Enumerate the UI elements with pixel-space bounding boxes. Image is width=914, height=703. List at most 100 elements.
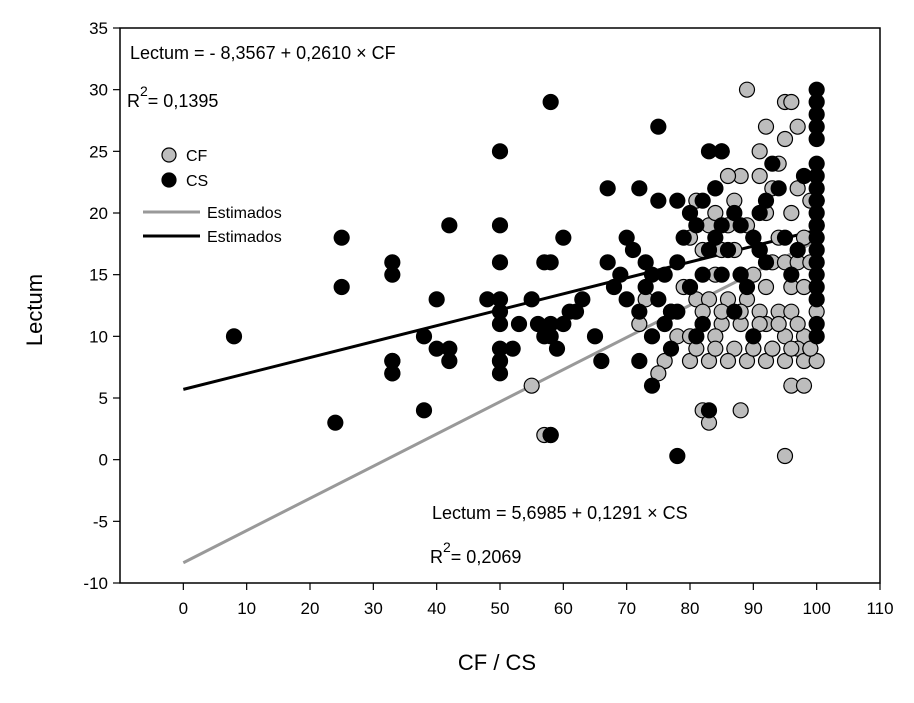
- cs-point: [669, 303, 686, 320]
- x-tick-label: 110: [866, 599, 893, 618]
- cf-point: [783, 204, 800, 222]
- cs-point: [441, 217, 458, 234]
- cs-point: [681, 278, 699, 296]
- cf-point: [776, 447, 794, 465]
- x-tick-label: 40: [427, 599, 446, 618]
- cs-point: [789, 241, 806, 259]
- x-tick-label: 80: [681, 599, 700, 618]
- cf-point: [523, 377, 540, 394]
- cs-r-squared: R2= 0,2069: [430, 539, 521, 567]
- y-tick-label: 5: [99, 389, 108, 408]
- legend-cs-label: CS: [186, 173, 208, 190]
- cs-point: [491, 254, 509, 271]
- cs-equation: Lectum = 5,6985 + 0,1291 × CS: [432, 503, 688, 523]
- x-tick-label: 10: [237, 599, 256, 618]
- cs-point: [656, 266, 673, 283]
- cf-point: [751, 143, 768, 160]
- cs-point: [441, 352, 458, 370]
- cs-point: [415, 402, 433, 419]
- x-tick-label: 60: [554, 599, 573, 618]
- cs-point: [643, 328, 661, 345]
- cs-point: [542, 426, 559, 444]
- y-axis-title: Lectum: [22, 274, 47, 346]
- cs-r2-sup: 2: [443, 539, 451, 555]
- cf-point: [738, 81, 756, 98]
- cs-point: [333, 278, 350, 296]
- y-tick-label: 20: [89, 204, 108, 223]
- cs-point: [694, 192, 711, 209]
- cs-point: [713, 266, 730, 283]
- cs-point: [548, 340, 566, 357]
- cs-point: [662, 340, 680, 357]
- x-tick-label: 90: [744, 599, 763, 618]
- cs-point: [491, 217, 509, 234]
- cs-point: [624, 241, 642, 259]
- cs-point: [631, 180, 648, 197]
- x-tick-label: 100: [802, 599, 830, 618]
- x-tick-label: 50: [491, 599, 510, 618]
- x-tick-label: 20: [301, 599, 320, 618]
- cs-point: [694, 266, 711, 283]
- cs-point: [783, 266, 800, 283]
- cs-r2-prefix: R: [430, 547, 443, 567]
- cf-point: [757, 278, 775, 296]
- cs-point: [631, 352, 648, 370]
- cs-point: [808, 217, 825, 234]
- legend: CF CS Estimados Estimados: [143, 147, 282, 246]
- legend-cf-marker: [161, 147, 177, 163]
- y-tick-label: 30: [89, 81, 108, 100]
- x-tick-label: 0: [179, 599, 188, 618]
- cs-point: [618, 291, 635, 308]
- cs-point: [225, 328, 243, 345]
- cs-point: [808, 192, 825, 209]
- cf-point: [776, 130, 794, 148]
- cf-point: [783, 93, 800, 111]
- cs-point: [808, 328, 825, 345]
- x-axis-title: CF / CS: [458, 650, 536, 675]
- cs-point: [612, 266, 629, 283]
- cs-point: [650, 291, 667, 308]
- cf-equation: Lectum = - 8,3567 + 0,2610 × CF: [130, 43, 396, 63]
- axes-group: 0 10 20 30 40 50 60 70 80 90 100 110 -10 -5 0 5 10 15 20 25…: [83, 19, 893, 618]
- cf-point: [770, 315, 787, 333]
- points-group: [225, 81, 825, 465]
- cs-point: [745, 328, 762, 345]
- cs-point: [675, 229, 692, 246]
- cs-point: [574, 291, 591, 308]
- cs-point: [491, 143, 509, 160]
- cf-point: [789, 315, 806, 333]
- cs-point: [764, 155, 781, 172]
- cf-point: [707, 340, 724, 357]
- cs-point: [327, 414, 344, 431]
- cf-point: [719, 167, 737, 185]
- cf-r2-value: = 0,1395: [148, 91, 219, 111]
- cs-point: [510, 315, 528, 333]
- cs-point: [504, 340, 521, 357]
- cs-point: [599, 180, 616, 197]
- y-tick-label: -10: [83, 574, 108, 593]
- cs-point: [523, 291, 540, 308]
- legend-cs-fit-label: Estimados: [207, 229, 282, 246]
- cs-r2-value: = 0,2069: [451, 547, 522, 567]
- cs-point: [415, 328, 433, 345]
- cf-r2-sup: 2: [140, 83, 148, 99]
- cs-point: [700, 402, 718, 419]
- cs-point: [694, 315, 711, 333]
- cs-point: [542, 254, 559, 271]
- cs-point: [491, 352, 509, 370]
- cs-point: [586, 328, 604, 345]
- cs-point: [593, 352, 610, 370]
- cf-point: [783, 340, 800, 357]
- cs-point: [333, 229, 350, 246]
- cs-point: [713, 217, 730, 234]
- cs-point: [384, 352, 401, 370]
- legend-cs-marker: [161, 172, 177, 188]
- cs-point: [808, 130, 825, 148]
- cs-point: [808, 291, 825, 308]
- y-tick-label: 15: [89, 266, 108, 285]
- cs-point: [669, 447, 686, 465]
- cs-point: [726, 303, 743, 320]
- cs-point: [770, 180, 787, 197]
